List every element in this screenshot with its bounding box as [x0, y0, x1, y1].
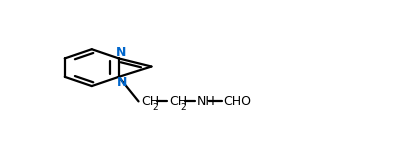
Text: N: N	[117, 77, 128, 89]
Text: CH: CH	[169, 95, 187, 108]
Text: N: N	[116, 46, 127, 59]
Text: 2: 2	[180, 103, 185, 112]
Text: NH: NH	[197, 95, 216, 108]
Text: 2: 2	[152, 103, 158, 112]
Text: CHO: CHO	[224, 95, 252, 108]
Text: CH: CH	[141, 95, 159, 108]
